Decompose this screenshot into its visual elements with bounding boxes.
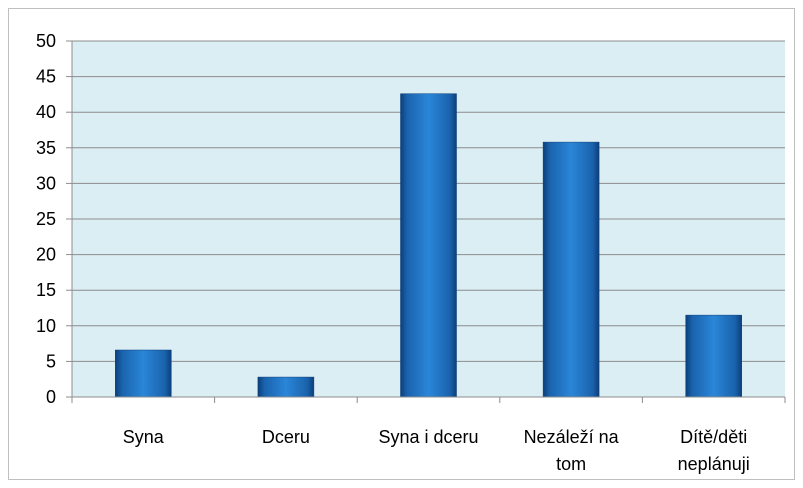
x-tick-label: Syna i dceru xyxy=(378,427,478,447)
y-tick-label: 45 xyxy=(36,67,56,87)
bar xyxy=(257,376,315,398)
x-tick-label: Dítě/děti neplánuji xyxy=(678,427,750,474)
x-tick-label: Syna xyxy=(123,427,165,447)
x-tick-label: Nezáleží na tom xyxy=(524,427,620,474)
bar xyxy=(542,141,600,398)
y-tick-label: 35 xyxy=(36,138,56,158)
y-tick-label: 0 xyxy=(46,387,56,407)
y-tick-label: 40 xyxy=(36,102,56,122)
bar xyxy=(400,93,457,398)
y-tick-label: 25 xyxy=(36,209,56,229)
y-tick-label: 15 xyxy=(36,280,56,300)
bar xyxy=(115,349,172,398)
y-tick-label: 20 xyxy=(36,245,56,265)
bar xyxy=(685,314,742,398)
y-tick-label: 5 xyxy=(46,351,56,371)
x-tick-label: Dceru xyxy=(262,427,310,447)
y-tick-label: 50 xyxy=(36,31,56,51)
y-tick-label: 30 xyxy=(36,173,56,193)
y-tick-label: 10 xyxy=(36,316,56,336)
